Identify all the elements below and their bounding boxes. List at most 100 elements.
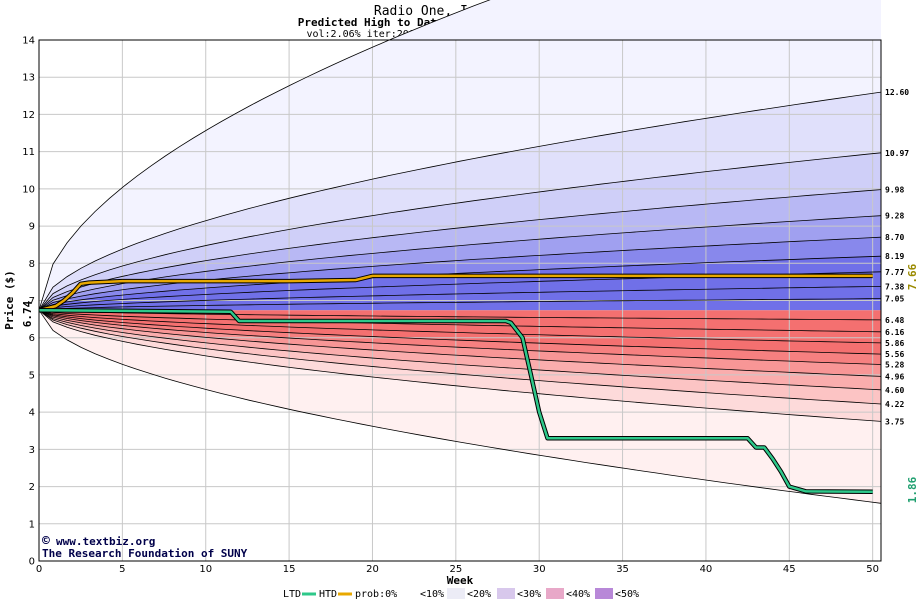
high-quantile-label-4: 8.70 — [885, 233, 904, 242]
high-band-1 — [39, 298, 881, 311]
quantile-end-labels: 7.05 7.38 7.77 8.19 8.70 9.28 9.98 10.97 12.60 6.… — [885, 88, 909, 426]
high-quantile-label-6: 9.98 — [885, 186, 904, 195]
low-band-6 — [39, 310, 881, 377]
legend-band-30: <30% — [517, 589, 541, 600]
legend-band-50: <50% — [615, 589, 639, 600]
y-tick-label-5: 5 — [29, 370, 35, 381]
low-band-7 — [39, 310, 881, 390]
y-axis-label: Price ($) — [3, 270, 16, 330]
y-tick-label-0: 0 — [29, 557, 35, 568]
y-tick-label-8: 8 — [29, 259, 35, 270]
high-quantile-line-1 — [38, 286, 882, 311]
high-quantile-line-6 — [38, 189, 882, 311]
copyright-symbol: © — [42, 534, 50, 549]
series-lines — [38, 273, 873, 495]
legend-swatch-0 — [400, 588, 418, 599]
low-quantile-line-4 — [38, 309, 882, 365]
high-quantile-line-0 — [38, 298, 882, 311]
legend-swatch-40 — [595, 588, 613, 599]
low-quantile-label-7: 4.22 — [885, 400, 904, 409]
low-quantile-line-1 — [38, 309, 882, 333]
legend-ltd-label: LTD — [283, 589, 301, 600]
high-quantile-label-8: 12.60 — [885, 88, 909, 97]
y-tick-label-10: 10 — [22, 184, 35, 195]
low-quantile-line-5 — [38, 309, 882, 377]
y-tick-label-3: 3 — [29, 445, 35, 456]
y-tick-label-9: 9 — [29, 222, 35, 233]
high-band-4 — [39, 256, 881, 311]
legend-swatch-10 — [447, 588, 465, 599]
high-quantile-label-0: 7.05 — [885, 295, 904, 304]
credit-url: www.textbiz.org — [56, 535, 155, 548]
low-quantile-line-2 — [38, 309, 882, 344]
high-band-8 — [39, 152, 881, 311]
low-quantile-label-1: 6.16 — [885, 328, 904, 337]
low-quantile-label-5: 4.96 — [885, 372, 904, 381]
y-tick-label-4: 4 — [29, 408, 35, 419]
x-tick-label-40: 40 — [700, 564, 713, 575]
low-quantile-line-9 — [38, 309, 882, 504]
y-tick-label-1: 1 — [29, 519, 35, 530]
legend-swatch-20 — [497, 588, 515, 599]
low-quantile-label-4: 5.28 — [885, 361, 904, 370]
low-band-10 — [39, 310, 881, 504]
low-quantile-label-6: 4.60 — [885, 386, 904, 395]
low-quantile-line-0 — [38, 309, 882, 321]
credit-box: © www.textbiz.org The Research Foundatio… — [42, 534, 248, 560]
high-quantile-line-5 — [38, 215, 882, 311]
high-band-9 — [39, 92, 881, 311]
low-quantile-label-2: 5.86 — [885, 339, 904, 348]
y-tick-label-13: 13 — [22, 73, 35, 84]
high-quantile-label-3: 8.19 — [885, 252, 904, 261]
y-tick-label-6: 6 — [29, 333, 35, 344]
low-quantile-label-0: 6.48 — [885, 316, 904, 325]
htd-end-label: 7.66 — [906, 263, 919, 290]
low-band-9 — [39, 310, 881, 422]
x-tick-label-0: 0 — [36, 564, 42, 575]
probability-bands — [39, 0, 881, 504]
low-band-5 — [39, 310, 881, 365]
low-band-8 — [39, 310, 881, 404]
credit-organization: The Research Foundation of SUNY — [42, 547, 248, 560]
y-tick-label-7: 7 — [29, 296, 35, 307]
high-band-6 — [39, 215, 881, 311]
low-band-3 — [39, 310, 881, 343]
low-quantile-line-3 — [38, 309, 882, 355]
high-band-5 — [39, 237, 881, 311]
legend-htd-label: HTD — [319, 589, 337, 600]
high-quantile-line-7 — [38, 152, 882, 311]
low-band-1 — [39, 310, 881, 320]
high-quantile-line-3 — [38, 255, 882, 311]
y-tick-label-12: 12 — [22, 110, 35, 121]
legend-swatch-30 — [546, 588, 564, 599]
low-quantile-line-8 — [38, 309, 882, 422]
high-quantile-line-8 — [38, 91, 882, 311]
high-quantile-label-5: 9.28 — [885, 212, 904, 221]
x-tick-label-30: 30 — [533, 564, 546, 575]
high-quantile-line-9 — [38, 0, 491, 311]
high-quantile-label-7: 10.97 — [885, 149, 909, 158]
low-quantile-label-8: 3.75 — [885, 417, 904, 426]
legend-band-20: <20% — [467, 589, 491, 600]
x-tick-label-25: 25 — [449, 564, 462, 575]
plot-frame — [38, 39, 882, 562]
low-band-4 — [39, 310, 881, 355]
x-tick-label-45: 45 — [783, 564, 796, 575]
low-quantile-line-6 — [38, 309, 882, 391]
legend-prob-label: prob:0% — [355, 589, 397, 600]
x-tick-label-35: 35 — [616, 564, 629, 575]
series-line-ltd — [38, 308, 873, 494]
x-tick-label-20: 20 — [366, 564, 379, 575]
ltd-end-label: 1.86 — [906, 476, 919, 503]
x-tick-label-5: 5 — [119, 564, 125, 575]
legend-band-40: <40% — [566, 589, 590, 600]
high-band-7 — [39, 189, 881, 311]
start-price-label: 6.74 — [21, 300, 34, 327]
legend-band-10: <10% — [420, 589, 444, 600]
x-tick-label-15: 15 — [283, 564, 296, 575]
x-axis-label: Week — [447, 574, 474, 587]
y-tick-label-2: 2 — [29, 482, 35, 493]
low-quantile-line-7 — [38, 309, 882, 405]
